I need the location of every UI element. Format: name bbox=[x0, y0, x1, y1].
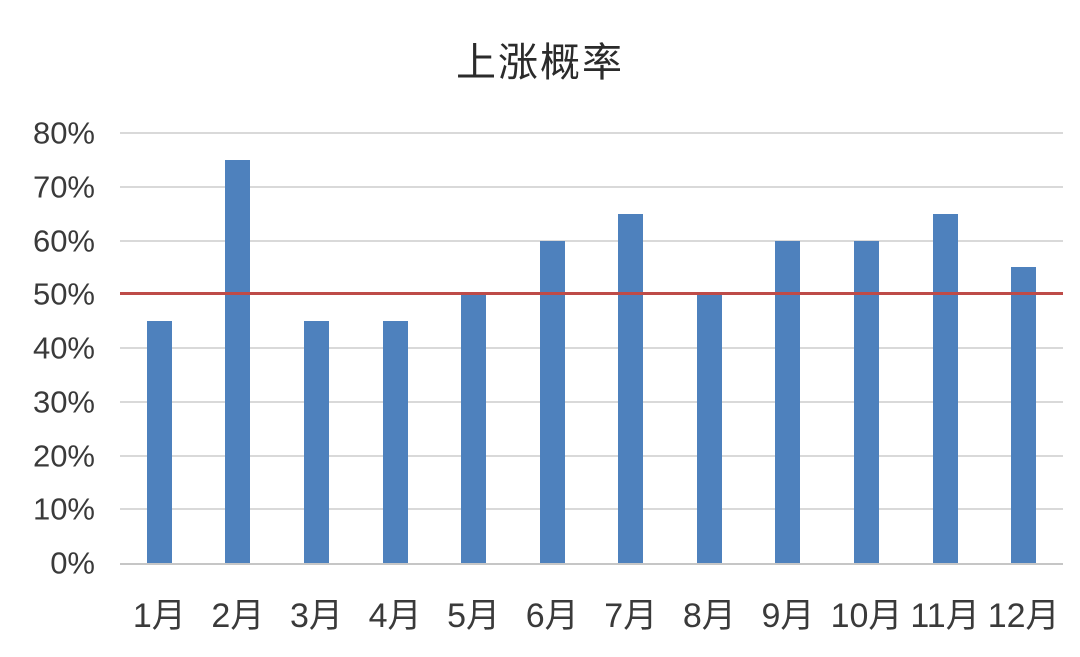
gridline bbox=[120, 400, 1063, 403]
bar bbox=[225, 159, 251, 563]
x-tick-label: 2月 bbox=[211, 597, 265, 635]
x-tick-label: 5月 bbox=[447, 597, 501, 635]
bar bbox=[853, 240, 879, 563]
chart-title: 上涨概率 bbox=[456, 41, 624, 85]
bar-slot bbox=[120, 133, 199, 563]
gridline bbox=[120, 347, 1063, 349]
bar bbox=[775, 240, 801, 563]
y-tick-label: 80% bbox=[32, 115, 95, 151]
y-tick-label: 70% bbox=[32, 169, 95, 205]
x-tick-label: 3月 bbox=[289, 597, 343, 635]
bar bbox=[1011, 267, 1037, 563]
x-tick-label: 9月 bbox=[761, 597, 815, 635]
bar-slot bbox=[199, 133, 278, 563]
bar bbox=[146, 321, 172, 563]
y-tick-label: 60% bbox=[32, 223, 95, 258]
x-tick-label: 6月 bbox=[525, 597, 579, 635]
x-tick-label: 11月 bbox=[910, 597, 980, 635]
bar bbox=[382, 321, 408, 563]
bar bbox=[303, 321, 329, 563]
bar bbox=[696, 294, 722, 563]
gridline bbox=[120, 454, 1063, 457]
gridline bbox=[120, 132, 1063, 134]
gridline bbox=[120, 239, 1063, 242]
bar-slot bbox=[906, 133, 985, 563]
y-axis-labels: 0% 10% 20% 30% 40% 50% 60% 70% 80% bbox=[0, 118, 95, 579]
x-tick-label: 1月 bbox=[132, 597, 186, 635]
x-tick-label: 12月 bbox=[987, 597, 1060, 635]
bar bbox=[539, 240, 565, 563]
bar bbox=[932, 213, 958, 563]
bar-slot bbox=[670, 133, 749, 563]
x-axis-labels: 1月 2月 3月 4月 5月 6月 7月 8月 9月 10月 11月 12月 bbox=[120, 594, 1063, 638]
y-tick-label: 30% bbox=[32, 384, 95, 420]
bar bbox=[618, 213, 644, 563]
bar bbox=[461, 294, 487, 563]
y-tick-label: 50% bbox=[32, 276, 95, 312]
bar-slot bbox=[277, 133, 356, 563]
bar-slot bbox=[749, 133, 828, 563]
x-tick-label: 8月 bbox=[682, 597, 736, 635]
y-tick-label: 10% bbox=[32, 491, 95, 527]
bar-series bbox=[120, 133, 1063, 563]
y-tick-label: 0% bbox=[50, 545, 95, 581]
x-tick-label: 4月 bbox=[368, 597, 422, 635]
bar-slot bbox=[513, 133, 592, 563]
gridline bbox=[120, 185, 1063, 188]
x-tick-label: 10月 bbox=[830, 597, 903, 635]
plot-area bbox=[120, 132, 1063, 565]
bar-slot bbox=[434, 133, 513, 563]
y-tick-label: 20% bbox=[32, 438, 95, 473]
gridline bbox=[120, 508, 1063, 511]
bar-slot bbox=[827, 133, 906, 563]
bar-slot bbox=[356, 133, 435, 563]
reference-line bbox=[120, 292, 1063, 296]
bar-slot bbox=[984, 133, 1063, 563]
x-tick-label: 7月 bbox=[604, 597, 658, 635]
bar-slot bbox=[591, 133, 670, 563]
y-tick-label: 40% bbox=[32, 330, 95, 366]
